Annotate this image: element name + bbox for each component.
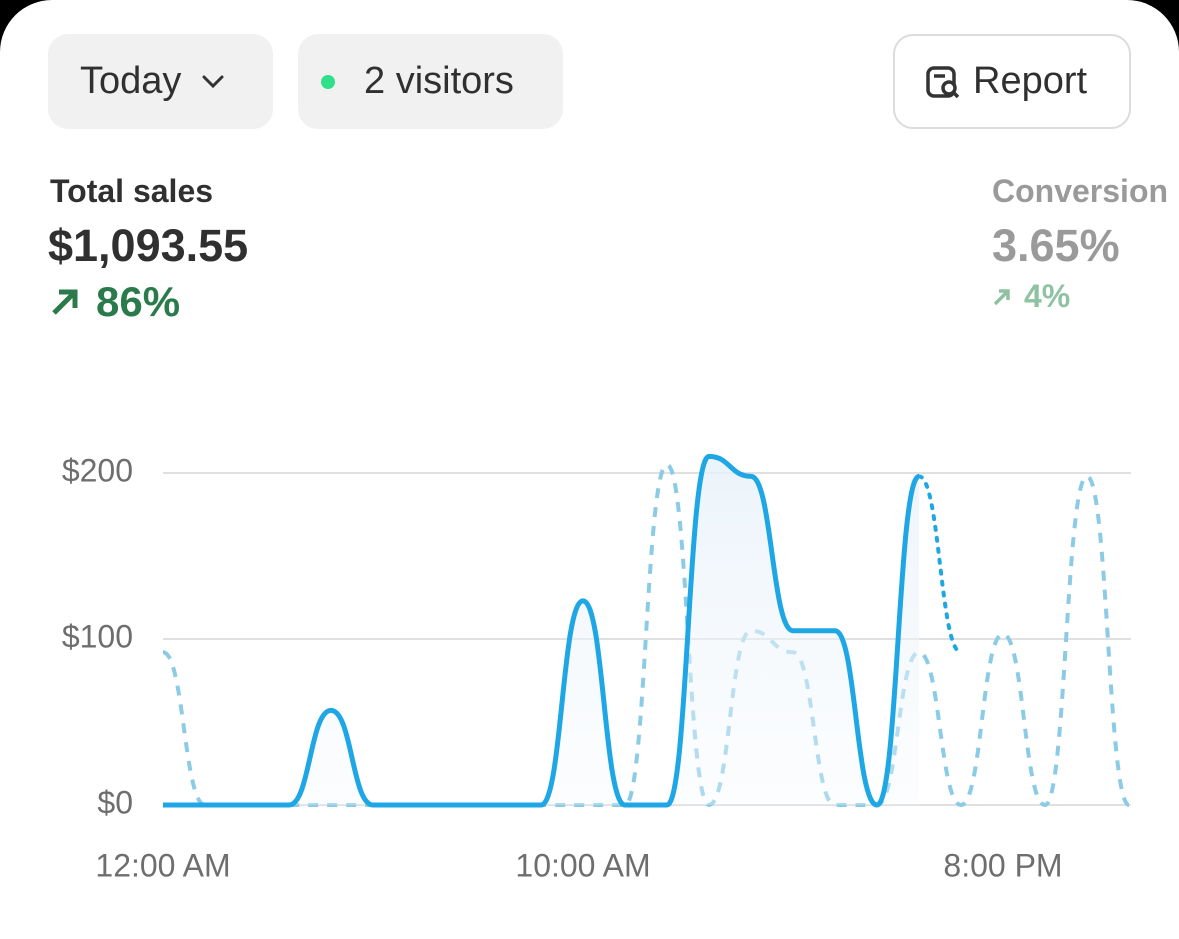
live-dot [321, 74, 335, 89]
metric-label: Conversion [992, 173, 1169, 209]
metric-label: Total sales [50, 173, 214, 209]
x-tick-label: 10:00 AM [515, 847, 650, 883]
x-tick-label: 8:00 PM [943, 847, 1062, 883]
area [163, 456, 919, 805]
chevron-icon [202, 75, 224, 88]
line [163, 453, 922, 808]
metric-value: 3.65% [992, 220, 1120, 271]
metric-value: $1,093.55 [48, 220, 249, 271]
visitors-label: 2 visitors [364, 60, 514, 102]
report-icon [926, 65, 960, 98]
up-arrow [993, 288, 1010, 305]
y-tick-label: $100 [62, 618, 133, 654]
up-arrow [52, 289, 78, 315]
y-tick-label: $200 [62, 452, 133, 488]
y-tick-label: $0 [97, 784, 133, 820]
line [162, 462, 1131, 808]
metric-change: 86% [50, 278, 180, 326]
x-tick-label: 12:00 AM [95, 847, 230, 883]
visitors-button[interactable]: 2 visitors [298, 34, 563, 129]
change-value: 4% [1024, 278, 1071, 314]
report-label: Report [973, 60, 1088, 102]
report-button[interactable]: Report [893, 34, 1131, 129]
change-value: 86% [96, 278, 181, 325]
line-projection [917, 474, 963, 655]
period-label: Today [80, 60, 182, 102]
period-button[interactable]: Today [48, 34, 273, 129]
metric-change: 4% [992, 278, 1070, 315]
